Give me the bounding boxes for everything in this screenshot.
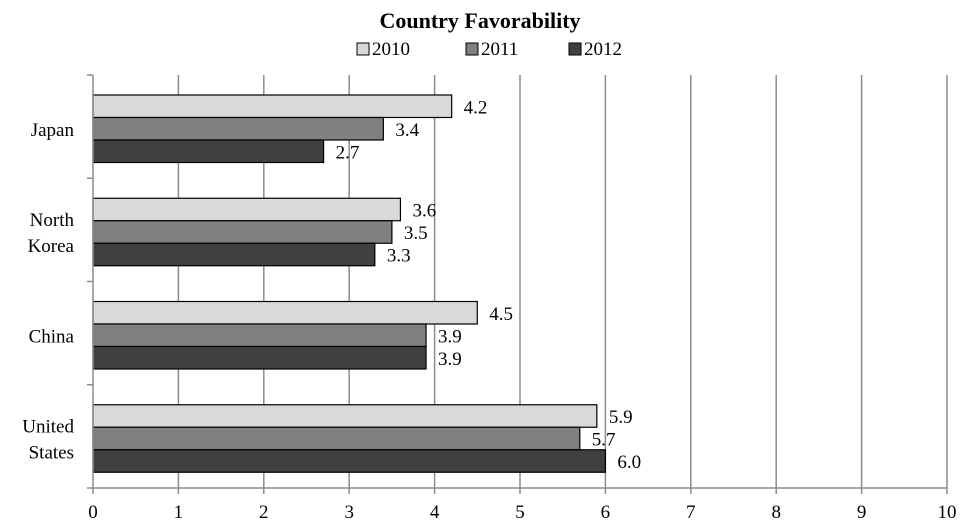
bar-2012-united-states	[92, 449, 607, 473]
x-tick-label: 8	[771, 502, 781, 523]
category-label: States	[29, 443, 74, 464]
bar-2011-japan	[92, 116, 384, 141]
x-tick-label: 3	[344, 502, 354, 523]
bar-2012-japan	[92, 139, 325, 164]
category-label: Korea	[28, 236, 75, 257]
legend-label-2010: 2010	[372, 39, 410, 60]
bar-2010-china	[92, 300, 478, 325]
data-label: 5.9	[609, 407, 633, 428]
category-label: North	[30, 210, 75, 231]
legend-swatch-2010	[356, 42, 370, 56]
data-label: 5.7	[592, 430, 616, 451]
x-tick-label: 9	[857, 502, 867, 523]
data-label: 3.6	[412, 201, 436, 222]
legend-swatch-2012	[568, 42, 582, 56]
data-label: 4.5	[489, 304, 513, 325]
data-label: 3.4	[395, 120, 419, 141]
bar-2012-china	[92, 345, 427, 370]
x-tick-label: 2	[259, 502, 269, 523]
bar-2010-united-states	[92, 404, 598, 428]
axes: 0 1 2 3 4 5 6 7 8 9 10 Japan North Korea China United St…	[22, 74, 957, 523]
data-label: 2.7	[336, 142, 360, 163]
legend-label-2012: 2012	[584, 39, 622, 60]
x-tick-label: 10	[938, 502, 957, 523]
bar-2012-north-korea	[92, 242, 376, 267]
chart-title: Country Favorability	[379, 8, 580, 33]
x-tick-label: 7	[686, 502, 696, 523]
bar-2010-japan	[92, 94, 453, 119]
bars: 4.2 3.4 2.7 3.63.53.3 4.5 3.93.9 5.95.76.0	[92, 94, 641, 473]
bar-2011-china	[92, 323, 427, 348]
category-label: Japan	[31, 120, 75, 141]
legend: 2010 2011 2012	[356, 39, 622, 60]
category-label: United	[22, 417, 74, 438]
legend-swatch-2011	[465, 42, 479, 56]
data-label: 3.9	[438, 349, 462, 370]
data-label: 3.5	[404, 223, 428, 244]
x-tick-label: 0	[88, 502, 98, 523]
data-label: 3.3	[387, 246, 411, 267]
x-tick-label: 6	[601, 502, 611, 523]
bar-2011-united-states	[92, 426, 581, 451]
bar-2010-north-korea	[92, 197, 402, 222]
legend-label-2011: 2011	[481, 39, 518, 60]
x-tick-label: 4	[430, 502, 440, 523]
x-tick-label: 5	[515, 502, 525, 523]
data-label: 4.2	[464, 97, 488, 118]
data-label: 6.0	[617, 452, 641, 473]
category-label: China	[29, 326, 75, 347]
x-tick-label: 1	[174, 502, 184, 523]
data-label: 3.9	[438, 326, 462, 347]
bar-2011-north-korea	[92, 220, 393, 244]
